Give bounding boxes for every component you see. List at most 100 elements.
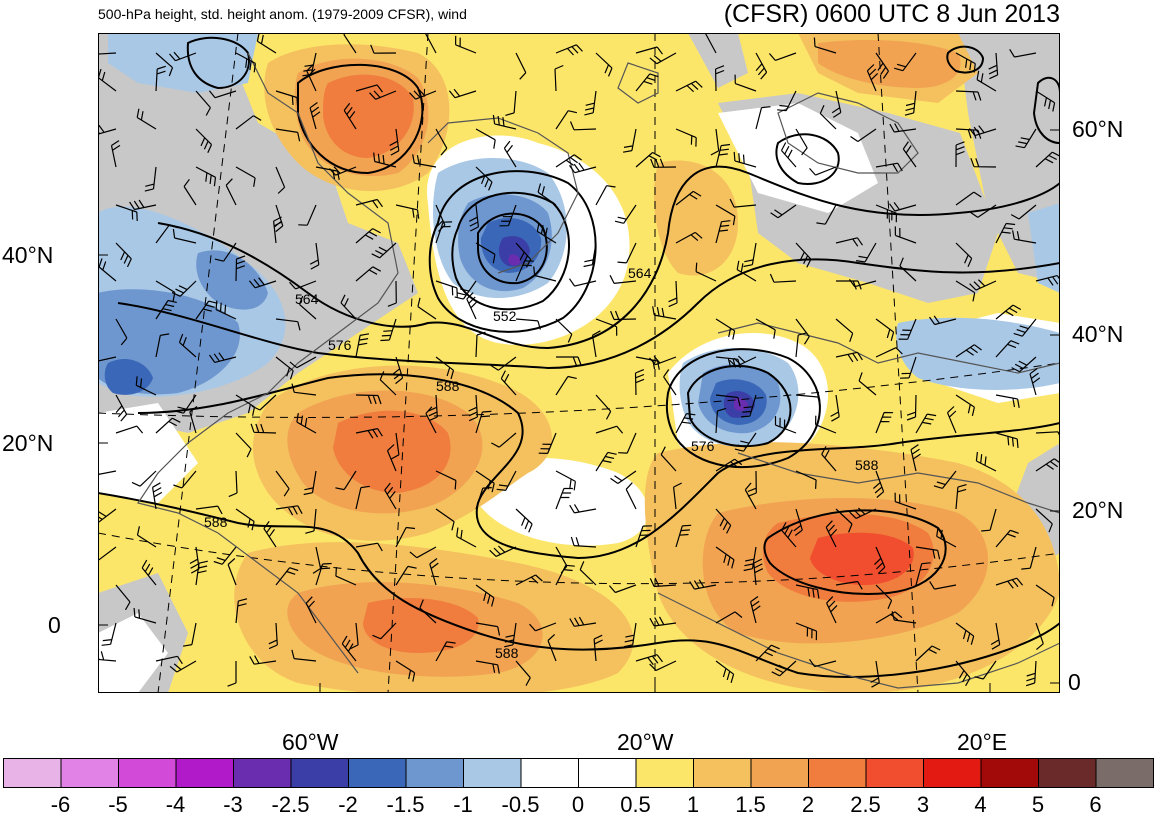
wind-barb-icon: [454, 280, 477, 300]
wind-barb-icon: [569, 278, 597, 287]
wind-barb-icon: [435, 221, 453, 244]
wind-barb-icon: [1011, 356, 1037, 373]
wind-barb-icon: [215, 300, 237, 320]
wind-barb-icon: [417, 297, 437, 320]
longitude-label: 20°E: [957, 729, 1008, 755]
wind-barb-icon: [915, 413, 937, 434]
wind-barb-icon: [1035, 151, 1060, 168]
wind-barb-icon: [355, 428, 383, 439]
wind-barb-icon: [500, 370, 517, 396]
wind-barb-icon: [341, 635, 357, 662]
contour-label: 576: [691, 438, 715, 454]
contour-label: 588: [204, 514, 228, 530]
wind-barb-icon: [1013, 318, 1037, 337]
wind-barb-icon: [660, 446, 677, 472]
wind-barb-icon: [795, 470, 817, 489]
wind-barb-icon: [608, 584, 637, 594]
wind-barb-icon: [744, 482, 757, 510]
latitude-label: 60°N: [1072, 116, 1124, 142]
wind-barb-icon: [275, 505, 303, 516]
wind-barb-icon: [370, 44, 397, 54]
wind-barb-icon: [995, 304, 1022, 320]
wind-barb-icon: [750, 596, 761, 624]
wind-barb-icon: [675, 190, 702, 206]
map-canvas[interactable]: 564 552 564 576 588 576 588 588 588: [98, 33, 1060, 693]
wind-barb-icon: [1025, 660, 1037, 687]
wind-barb-icon: [490, 356, 517, 371]
wind-barb-icon: [355, 228, 381, 244]
wind-barb-icon: [974, 660, 997, 680]
wind-barb-icon: [715, 204, 736, 226]
wind-barb-icon: [715, 394, 741, 407]
wind-barb-icon: [955, 280, 976, 302]
wind-barb-icon: [195, 505, 223, 515]
map-subtitle: 500-hPa height, std. height anom. (1979-…: [98, 6, 467, 22]
wind-barb-icon: [429, 558, 439, 586]
wind-barb-icon: [355, 394, 382, 405]
wind-barb-icon: [875, 52, 889, 79]
wind-barb-icon: [955, 141, 965, 168]
wind-barb-icon: [178, 333, 197, 358]
wind-barb-icon: [610, 470, 637, 484]
wind-barb-icon: [569, 616, 597, 627]
wind-barb-icon: [866, 64, 879, 92]
wind-barb-icon: [289, 356, 317, 369]
colorbar-swatch: [60, 758, 119, 788]
wind-barb-icon: [349, 622, 359, 650]
colorbar-swatch: [865, 758, 924, 788]
wind-barb-icon: [584, 90, 597, 116]
wind-barb-icon: [189, 546, 200, 574]
wind-barb-icon: [171, 280, 197, 297]
wind-barb-icon: [268, 622, 278, 650]
wind-barb-icon: [355, 333, 370, 358]
colorbar-tick-label: 2.5: [850, 792, 881, 817]
wind-barb-icon: [995, 340, 1020, 358]
wind-barb-icon: [389, 128, 400, 156]
wind-barb-icon: [569, 121, 597, 131]
colorbar-tick-label: 3: [916, 792, 930, 817]
wind-barb-icon: [98, 508, 117, 523]
wind-barb-icon: [874, 546, 886, 574]
wind-barb-icon: [875, 347, 903, 358]
wind-barb-icon: [435, 128, 448, 156]
wind-barb-icon: [515, 260, 534, 282]
wind-barb-icon: [710, 128, 720, 156]
wind-barb-icon: [110, 140, 121, 168]
map-panel[interactable]: 564 552 564 576 588 576 588 588 588: [98, 33, 1060, 693]
wind-barb-icon: [475, 128, 496, 149]
wind-barb-icon: [515, 660, 531, 686]
wind-barb-icon: [537, 183, 557, 206]
wind-barb-icon: [970, 204, 997, 218]
wind-barb-icon: [515, 52, 527, 80]
wind-barb-icon: [780, 142, 797, 168]
colorbar-swatch: [118, 758, 177, 788]
wind-barb-icon: [579, 561, 597, 586]
wind-barb-icon: [955, 344, 982, 358]
colorbar-tick-label: -1: [453, 792, 473, 817]
wind-barb-icon: [740, 394, 757, 418]
wind-barb-icon: [675, 524, 692, 548]
wind-barb-icon: [309, 102, 321, 130]
wind-barb-icon: [355, 542, 383, 552]
wind-barb-icon: [835, 318, 854, 342]
wind-barb-icon: [425, 33, 437, 54]
wind-barb-icon: [155, 299, 177, 320]
colorbar-swatch: [808, 758, 867, 788]
wind-barb-icon: [251, 394, 277, 411]
wind-barb-icon: [849, 507, 877, 519]
wind-barb-icon: [505, 90, 517, 116]
wind-barb-icon: [649, 577, 677, 588]
wind-barb-icon: [595, 451, 617, 472]
wind-barb-icon: [298, 295, 317, 320]
wind-barb-icon: [891, 611, 917, 624]
wind-barb-icon: [591, 330, 601, 358]
wind-barb-icon: [355, 266, 381, 282]
wind-barb-icon: [475, 660, 500, 674]
wind-barb-icon: [826, 596, 838, 624]
wind-barb-icon: [195, 560, 208, 586]
wind-barb-icon: [875, 411, 894, 434]
wind-barb-icon: [395, 204, 420, 219]
wind-barb-icon: [898, 318, 917, 340]
wind-barb-icon: [955, 242, 973, 267]
wind-barb-icon: [141, 559, 157, 586]
